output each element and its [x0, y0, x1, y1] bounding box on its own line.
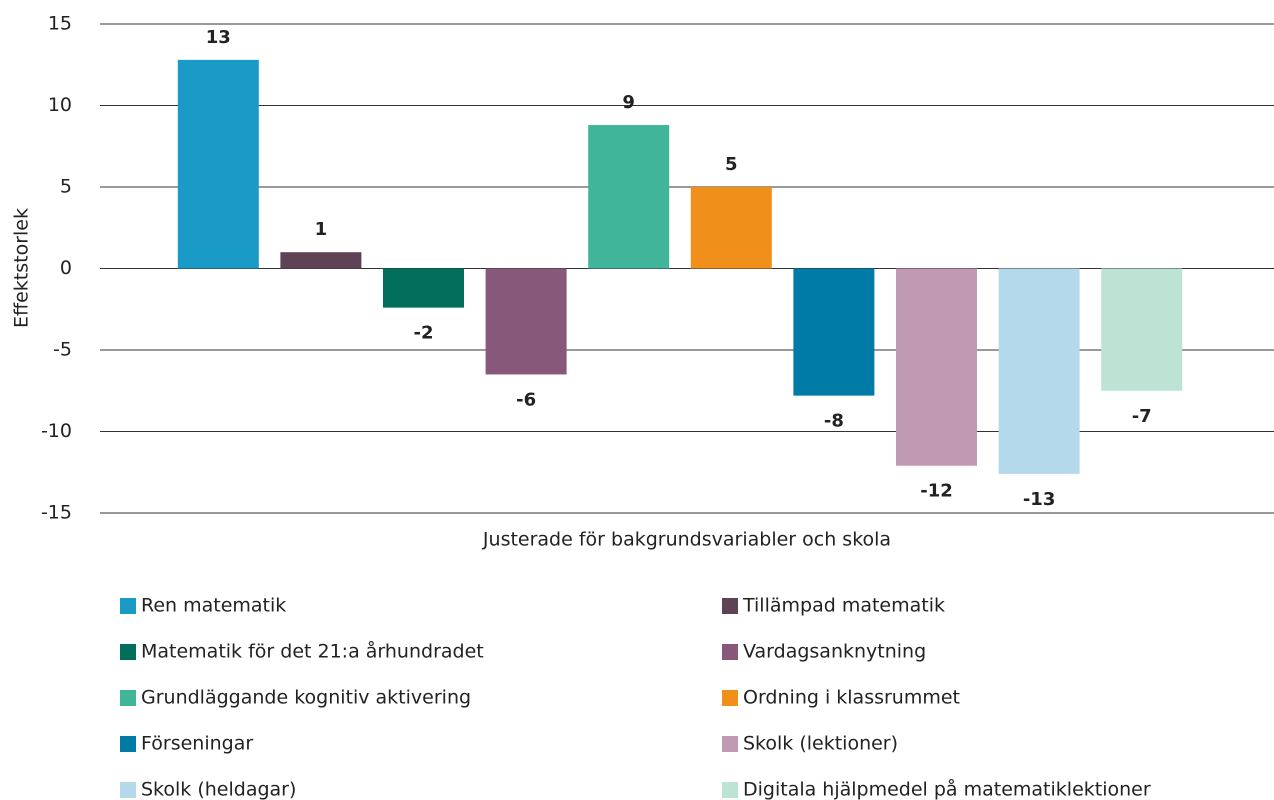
bar [998, 268, 1080, 474]
y-axis-label: Effektstorlek [11, 208, 33, 328]
legend-swatch [120, 644, 136, 660]
legend-label: Ren matematik [141, 595, 286, 617]
legend-swatch [120, 736, 136, 752]
legend-label: Ordning i klassrummet [743, 687, 960, 709]
legend-swatch [722, 598, 738, 614]
legend-label: Vardagsanknytning [743, 641, 926, 663]
legend-label: Matematik för det 21:a århundradet [141, 640, 484, 663]
y-tick-label: -10 [41, 420, 72, 442]
value-label: 9 [622, 92, 635, 113]
legend-label: Förseningar [141, 733, 253, 755]
y-tick-label: 10 [48, 94, 72, 116]
value-label: 1 [315, 219, 328, 240]
legend-swatch [722, 782, 738, 798]
legend-label: Grundläggande kognitiv aktivering [141, 687, 471, 709]
x-tick-label: Justerade för bakgrundsvariabler och sko… [482, 529, 891, 551]
bar [588, 125, 670, 269]
legend-label: Skolk (lektioner) [743, 733, 898, 755]
bar [177, 59, 259, 269]
bar [793, 268, 875, 396]
y-tick-label: 5 [60, 176, 72, 198]
y-tick-label: -15 [41, 502, 72, 524]
y-tick-label: -5 [53, 339, 72, 361]
value-label: -12 [920, 481, 953, 502]
value-label: -7 [1132, 406, 1152, 427]
value-label: 5 [725, 154, 738, 175]
legend-label: Digitala hjälpmedel på matematiklektione… [743, 778, 1151, 800]
legend-swatch [722, 690, 738, 706]
y-tick-label: 0 [60, 257, 72, 279]
legend-swatch [120, 598, 136, 614]
bar [485, 268, 567, 375]
bar [383, 268, 464, 308]
y-tick-label: 15 [48, 13, 72, 35]
value-label: 13 [206, 27, 231, 48]
bar [896, 268, 977, 466]
value-label: -2 [414, 323, 434, 344]
legend-swatch [120, 782, 136, 798]
bar [690, 187, 772, 269]
bar [1101, 268, 1183, 391]
value-label: -8 [824, 411, 844, 432]
legend-swatch [722, 644, 738, 660]
legend-label: Skolk (heldagar) [141, 779, 296, 800]
value-label: -13 [1023, 489, 1056, 510]
value-label: -6 [516, 389, 536, 410]
legend-swatch [722, 736, 738, 752]
legend-label: Tillämpad matematik [742, 595, 945, 617]
legend-swatch [120, 690, 136, 706]
bar [280, 252, 362, 269]
